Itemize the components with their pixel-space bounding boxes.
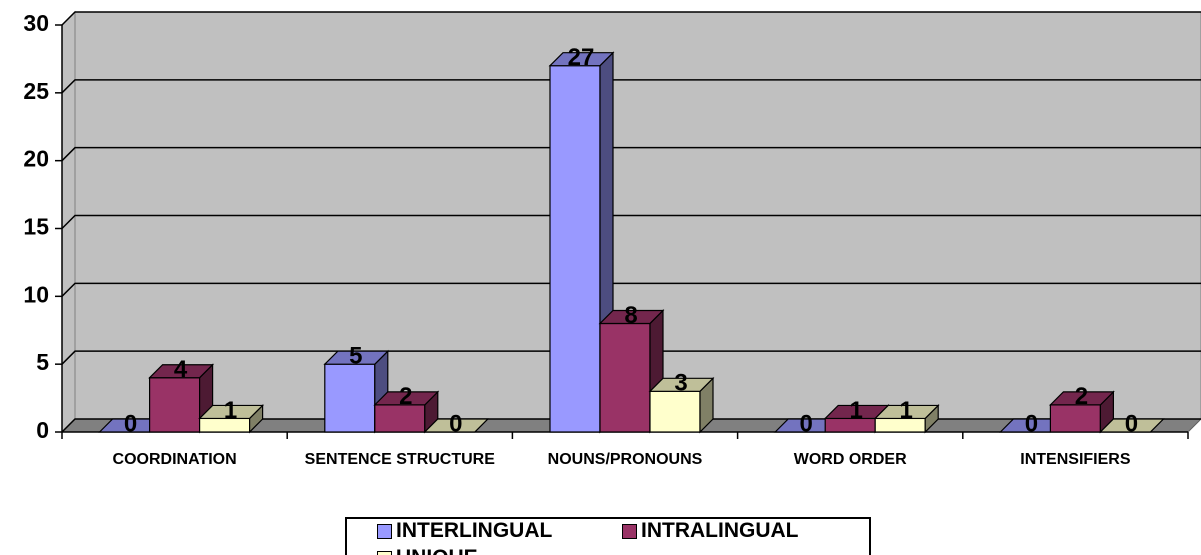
legend-label: INTERLINGUAL — [396, 519, 553, 542]
data-label: 1 — [224, 397, 237, 424]
legend-label: INTRALINGUAL — [641, 519, 799, 542]
data-label: 3 — [674, 370, 687, 397]
data-label: 5 — [349, 343, 362, 370]
x-tick-label: COORDINATION — [112, 451, 237, 468]
grid-line — [61, 214, 1201, 230]
y-tick-label: 30 — [23, 10, 49, 36]
legend-item: UNIQUE — [377, 546, 622, 555]
bar-front — [149, 377, 201, 433]
y-tick-label: 20 — [23, 146, 49, 172]
x-tick-label: WORD ORDER — [793, 451, 907, 468]
legend-label: UNIQUE — [396, 546, 478, 555]
y-tick-label: 15 — [23, 214, 49, 240]
x-tick-label: INTENSIFIERS — [1020, 451, 1131, 468]
bar-top — [1098, 418, 1165, 433]
data-label: 8 — [624, 302, 637, 329]
data-label: 0 — [124, 410, 137, 437]
data-label: 0 — [1125, 410, 1138, 437]
bar-top — [873, 404, 940, 420]
data-label: 1 — [850, 397, 863, 424]
bar — [598, 309, 665, 434]
bar — [198, 403, 265, 434]
y-tick-label: 10 — [23, 281, 49, 307]
grid-line — [61, 146, 1201, 162]
data-label: 1 — [900, 397, 913, 424]
legend: INTERLINGUAL INTRALINGUAL UNIQUE — [345, 517, 871, 555]
bar-top — [423, 418, 490, 433]
bar — [148, 363, 215, 434]
bar-front — [649, 390, 701, 433]
legend-swatch — [377, 550, 392, 555]
y-tick-label: 0 — [36, 417, 49, 443]
bar-top — [373, 391, 440, 406]
legend-item: INTRALINGUAL — [622, 519, 867, 542]
y-tick-label: 5 — [36, 349, 49, 375]
bar-top — [323, 350, 390, 365]
bar-front — [324, 363, 376, 433]
bar — [1048, 390, 1115, 434]
legend-item: INTERLINGUAL — [377, 519, 622, 542]
data-label: 2 — [1075, 383, 1088, 410]
grid-line — [61, 350, 1201, 365]
bar-top — [198, 404, 265, 420]
grid-line — [61, 282, 1201, 297]
bar-front — [549, 65, 601, 433]
bar-top — [648, 377, 715, 392]
bar — [1098, 418, 1165, 433]
grid-line — [61, 79, 1201, 94]
legend-swatch — [622, 523, 637, 539]
bar-top — [148, 364, 215, 379]
data-label: 0 — [1025, 410, 1038, 437]
bar-top — [1048, 391, 1115, 406]
bar — [648, 376, 715, 434]
data-label: 0 — [800, 410, 813, 437]
bar — [873, 403, 940, 434]
bar-top — [548, 52, 615, 67]
x-tick-label: NOUNS/PRONOUNS — [547, 451, 703, 468]
data-label: 4 — [174, 356, 188, 383]
bar-front — [599, 322, 651, 433]
y-tick-label: 25 — [23, 78, 49, 104]
bar-front — [374, 404, 426, 433]
bar — [423, 418, 490, 433]
legend-swatch — [377, 523, 392, 539]
data-label: 2 — [399, 383, 412, 410]
data-label: 0 — [449, 410, 462, 437]
data-label: 27 — [568, 44, 595, 71]
x-tick-label: SENTENCE STRUCTURE — [304, 451, 495, 468]
bar-top — [598, 309, 665, 325]
grid-line — [61, 11, 1201, 26]
